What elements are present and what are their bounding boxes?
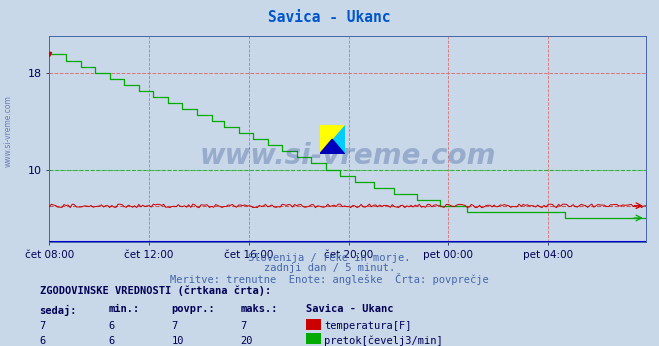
Text: sedaj:: sedaj: bbox=[40, 304, 77, 316]
Text: maks.:: maks.: bbox=[241, 304, 278, 315]
Text: 6: 6 bbox=[40, 336, 45, 346]
Text: www.si-vreme.com: www.si-vreme.com bbox=[4, 95, 13, 167]
Text: min.:: min.: bbox=[109, 304, 140, 315]
Text: 7: 7 bbox=[40, 321, 45, 331]
Text: www.si-vreme.com: www.si-vreme.com bbox=[200, 142, 496, 170]
Text: povpr.:: povpr.: bbox=[171, 304, 215, 315]
Text: Savica - Ukanc: Savica - Ukanc bbox=[306, 304, 394, 315]
Text: 6: 6 bbox=[109, 321, 115, 331]
Text: ZGODOVINSKE VREDNOSTI (črtkana črta):: ZGODOVINSKE VREDNOSTI (črtkana črta): bbox=[40, 285, 271, 296]
Polygon shape bbox=[320, 139, 345, 154]
Text: temperatura[F]: temperatura[F] bbox=[324, 321, 412, 331]
Text: 7: 7 bbox=[171, 321, 177, 331]
Text: 6: 6 bbox=[109, 336, 115, 346]
Text: 20: 20 bbox=[241, 336, 253, 346]
Text: Savica - Ukanc: Savica - Ukanc bbox=[268, 10, 391, 25]
Text: Meritve: trenutne  Enote: angleške  Črta: povprečje: Meritve: trenutne Enote: angleške Črta: … bbox=[170, 273, 489, 285]
Polygon shape bbox=[320, 125, 345, 154]
Text: 7: 7 bbox=[241, 321, 246, 331]
Polygon shape bbox=[320, 125, 345, 154]
Text: zadnji dan / 5 minut.: zadnji dan / 5 minut. bbox=[264, 263, 395, 273]
Text: 10: 10 bbox=[171, 336, 184, 346]
Text: Slovenija / reke in morje.: Slovenija / reke in morje. bbox=[248, 253, 411, 263]
Text: pretok[čevelj3/min]: pretok[čevelj3/min] bbox=[324, 336, 443, 346]
